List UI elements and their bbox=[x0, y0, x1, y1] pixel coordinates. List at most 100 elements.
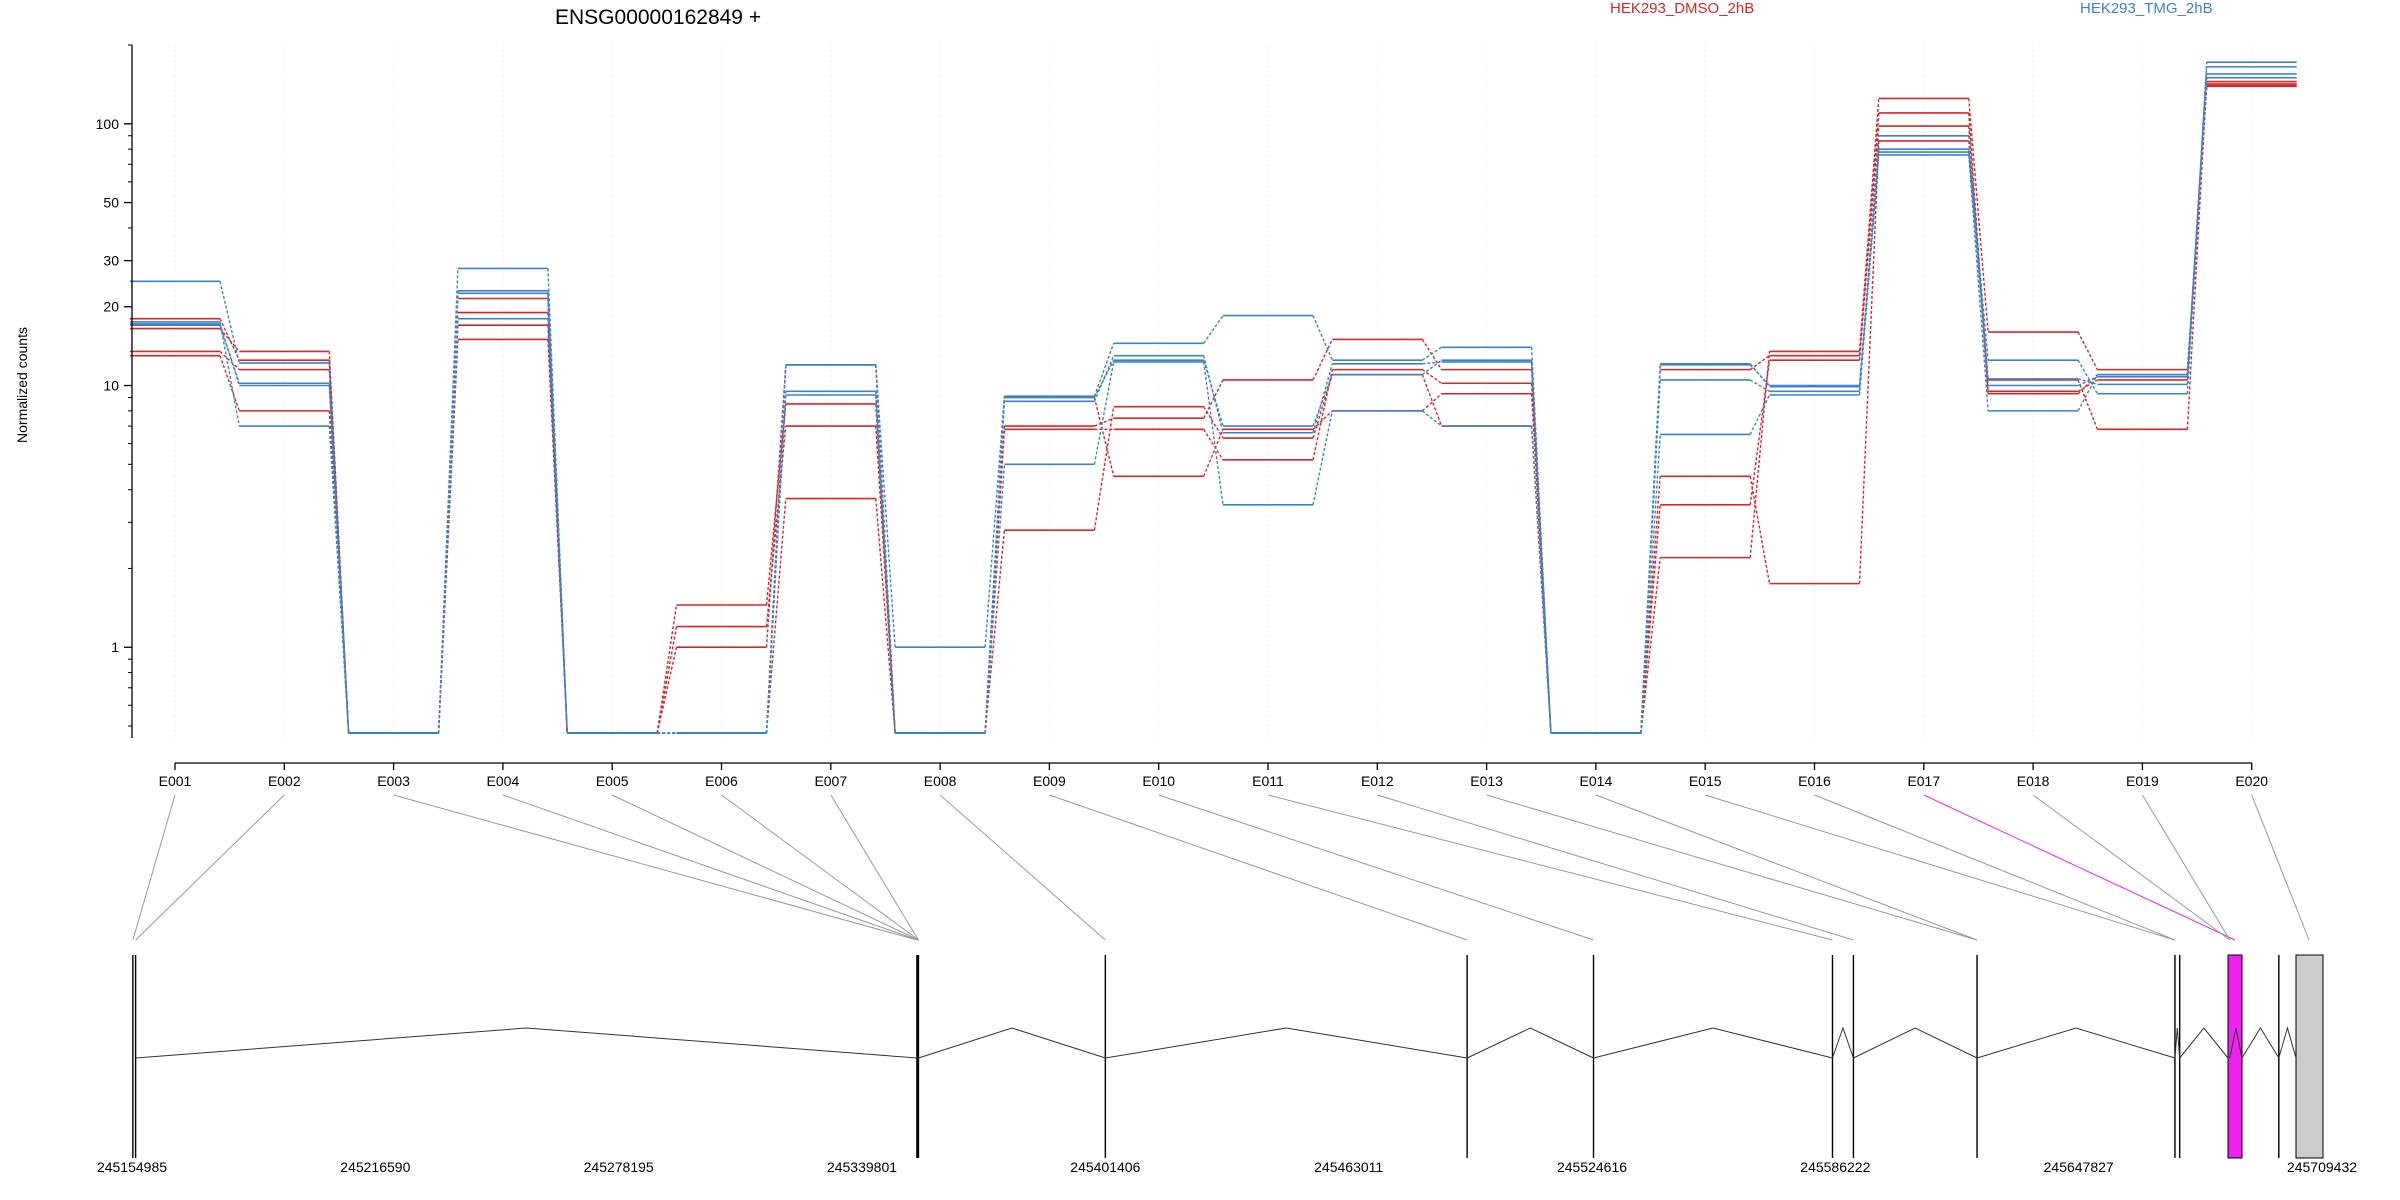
series-1-link-1 bbox=[219, 318, 240, 361]
series-8-link-8 bbox=[984, 401, 1006, 734]
series-5-link-12 bbox=[1421, 346, 1442, 361]
x-tick-label-e003: E003 bbox=[377, 773, 410, 789]
series-8-link-11 bbox=[1312, 363, 1333, 433]
x-tick-label-e009: E009 bbox=[1033, 773, 1066, 789]
series-6-link-4 bbox=[547, 290, 568, 734]
connector-e008 bbox=[939, 794, 1106, 941]
series-4-link-9 bbox=[1093, 406, 1115, 531]
series-4-link-15 bbox=[1749, 360, 1771, 505]
series-7-link-9 bbox=[1093, 361, 1115, 465]
series-6-link-11 bbox=[1312, 374, 1333, 427]
series-1-link-6 bbox=[765, 425, 787, 627]
gene-intron-15 bbox=[2229, 1027, 2243, 1059]
coord-label-6: 245463011 bbox=[1314, 1159, 1383, 1175]
series-3-link-18 bbox=[2077, 379, 2099, 430]
connector-e007 bbox=[830, 794, 919, 941]
series-6-link-15 bbox=[1749, 379, 1770, 392]
x-tick-label-e008: E008 bbox=[924, 773, 957, 789]
series-3-link-10 bbox=[1203, 429, 1224, 477]
gene-intron-13 bbox=[2179, 1027, 2229, 1059]
series-4-link-6 bbox=[765, 364, 787, 648]
connector-e015 bbox=[1705, 794, 2176, 941]
series-7-link-15 bbox=[1749, 394, 1771, 435]
series-2-link-1 bbox=[219, 350, 240, 371]
series-4-link-10 bbox=[1203, 406, 1224, 439]
x-tick-label-e001: E001 bbox=[159, 773, 192, 789]
coord-label-5: 245401406 bbox=[1070, 1159, 1140, 1175]
axes: 1 10 20 30 50 100 E001 E002 E003 E004 E005 E006 E007… bbox=[96, 44, 2268, 789]
series-5-link-1 bbox=[219, 281, 240, 364]
series-8-link-1 bbox=[219, 323, 240, 386]
connector-e012 bbox=[1377, 794, 1854, 941]
coord-label-9: 245647827 bbox=[2044, 1159, 2114, 1175]
series-4-link-2 bbox=[328, 351, 350, 734]
series-1-link-11 bbox=[1312, 339, 1333, 381]
connector-e005 bbox=[611, 794, 919, 941]
connector-e017 bbox=[1923, 794, 2236, 941]
series-5-link-7 bbox=[875, 364, 896, 648]
x-tick-label-e017: E017 bbox=[1907, 773, 1940, 789]
x-tick-label-e013: E013 bbox=[1470, 773, 1503, 789]
connector-e010 bbox=[1158, 794, 1594, 941]
series-2-link-5 bbox=[656, 604, 678, 734]
connector-e003 bbox=[393, 794, 918, 941]
series-8-link-17 bbox=[1968, 151, 1989, 379]
exon-connectors bbox=[132, 794, 2310, 941]
y-axis-label: Normalized counts bbox=[14, 327, 30, 443]
series-4-link-12 bbox=[1421, 374, 1443, 427]
series-3-link-14 bbox=[1640, 476, 1661, 734]
series-2-link-10 bbox=[1203, 428, 1224, 461]
chart-title: ENSG00000162849 + bbox=[555, 6, 761, 29]
y-tick-label-10: 10 bbox=[103, 378, 119, 394]
gene-intron-5 bbox=[918, 1027, 1106, 1059]
gene-intron-12 bbox=[2174, 1027, 2181, 1059]
series-5-link-9 bbox=[1093, 343, 1115, 397]
connector-e014 bbox=[1595, 794, 1978, 941]
legend-tmg: HEK293_TMG_2hB bbox=[2080, 0, 2213, 17]
series-7-link-11 bbox=[1312, 410, 1333, 505]
series-3-link-1 bbox=[219, 355, 240, 412]
series-8-link-2 bbox=[328, 385, 350, 734]
series-8-link-13 bbox=[1530, 361, 1552, 734]
connector-e018 bbox=[2032, 794, 2231, 941]
series-8-link-3 bbox=[437, 293, 459, 734]
series-7-link-1 bbox=[219, 321, 240, 427]
series-8-link-12 bbox=[1422, 361, 1442, 365]
gene-exon-last bbox=[2295, 954, 2324, 1159]
series-8-link-19 bbox=[2186, 77, 2208, 385]
series-5-link-10 bbox=[1203, 315, 1224, 344]
x-tick-label-e012: E012 bbox=[1361, 773, 1394, 789]
coord-label-7: 245524616 bbox=[1557, 1159, 1627, 1175]
y-tick-label-100: 100 bbox=[96, 116, 120, 132]
gene-intron-9 bbox=[1832, 1026, 1854, 1059]
x-tick-label-e006: E006 bbox=[705, 773, 738, 789]
series-8-link-7 bbox=[875, 364, 896, 734]
gene-intron-10 bbox=[1853, 1027, 1978, 1059]
coord-label-10: 245709432 bbox=[2287, 1159, 2357, 1175]
x-tick-label-e002: E002 bbox=[268, 773, 301, 789]
series-4-link-14 bbox=[1640, 504, 1661, 734]
series-4-link-8 bbox=[984, 530, 1006, 734]
y-tick-label-50: 50 bbox=[103, 195, 119, 211]
series-3-link-16 bbox=[1858, 140, 1880, 584]
connector-e004 bbox=[502, 794, 918, 941]
series-8-link-18 bbox=[2077, 378, 2098, 386]
series-7-link-12 bbox=[1421, 410, 1443, 427]
connector-e001 bbox=[132, 794, 176, 941]
series-8-link-4 bbox=[547, 293, 568, 734]
series-8-link-16 bbox=[1858, 151, 1880, 387]
series-2-link-12 bbox=[1421, 369, 1443, 384]
coord-label-3: 245278195 bbox=[584, 1159, 654, 1175]
series-1-link-5 bbox=[656, 626, 678, 734]
series-4-link-17 bbox=[1968, 112, 1989, 392]
series-1-link-14 bbox=[1640, 557, 1661, 734]
y-tick-label-30: 30 bbox=[103, 253, 119, 269]
series-8-link-10 bbox=[1203, 355, 1224, 433]
series-5-link-11 bbox=[1312, 315, 1333, 361]
connector-e009 bbox=[1049, 794, 1468, 941]
x-tick-label-e010: E010 bbox=[1142, 773, 1175, 789]
coord-label-2: 245216590 bbox=[340, 1159, 410, 1175]
coord-label-4: 245339801 bbox=[827, 1159, 897, 1175]
gene-model: 245154985 245216590 245278195 245339801 2454… bbox=[97, 954, 2357, 1175]
